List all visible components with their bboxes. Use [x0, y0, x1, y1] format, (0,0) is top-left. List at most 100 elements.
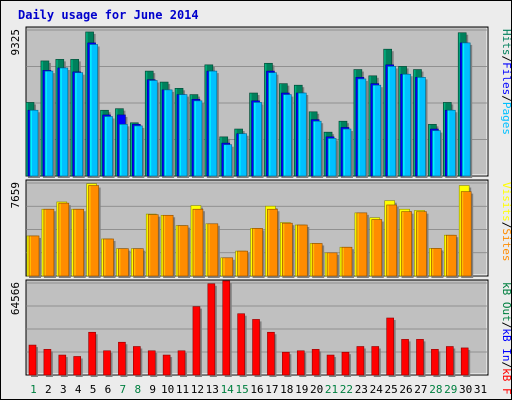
bar-pages-day-19 [297, 92, 309, 178]
bar-sites-day-25 [386, 204, 399, 278]
bar-files-day-14-highlight [222, 143, 224, 176]
bar-hits-day-15-highlight [235, 129, 237, 176]
bar-hits-day-16-highlight [250, 93, 252, 176]
bar-pages-day-9-face [148, 80, 158, 177]
legend-entry: / [500, 322, 512, 329]
day-label: 7 [120, 383, 127, 396]
bar-kb-f-day-23 [356, 346, 366, 377]
bar-kb-f-day-30-face [460, 347, 469, 376]
bar-pages-day-28 [432, 130, 443, 178]
bar-kb-f-day-29 [445, 346, 456, 377]
bar-sites-day-16-highlight [253, 228, 255, 276]
bar-kb-f-day-26-face [401, 339, 409, 376]
day-label: 9 [149, 383, 156, 396]
bar-pages-day-10-face [163, 89, 173, 177]
bar-kb-f-day-29-highlight [446, 347, 449, 375]
bar-pages-day-20 [312, 120, 324, 178]
bar-pages-day-19-face [297, 92, 307, 177]
bar-pages-day-30-highlight [462, 43, 465, 176]
bar-hits-day-4-highlight [71, 59, 73, 176]
bar-pages-day-28-face [432, 130, 441, 177]
bar-sites-day-22 [341, 246, 354, 278]
legend-entry: Visits [500, 182, 512, 222]
bar-pages-day-25 [387, 66, 398, 178]
bar-pages-day-18-highlight [283, 95, 286, 176]
bar-pages-day-30-face [461, 42, 471, 177]
bar-sites-day-22-highlight [342, 247, 344, 276]
bar-sites-day-17 [267, 208, 280, 278]
bar-visits-day-25-highlight [385, 201, 387, 276]
legend-entry: Files [500, 62, 512, 95]
bar-kb-f-day-10 [162, 354, 173, 377]
bar-sites-day-8 [133, 248, 146, 278]
bar-pages-day-23-face [357, 78, 367, 177]
bar-pages-day-15 [238, 133, 249, 178]
bar-sites-day-20-highlight [312, 243, 315, 276]
bar-sites-day-26 [401, 211, 414, 278]
bar-kb-f-day-26 [401, 339, 411, 377]
bar-kb-f-day-27-face [416, 339, 424, 376]
bar-sites-day-2 [43, 208, 56, 278]
bar-pages-day-16 [253, 102, 264, 178]
bar-pages-day-26 [402, 73, 413, 178]
bar-kb-f-day-2-highlight [44, 349, 46, 375]
bar-pages-day-2-highlight [45, 71, 47, 176]
bar-sites-day-18 [282, 222, 295, 278]
bar-pages-day-10 [163, 89, 175, 178]
bar-kb-f-day-3-highlight [59, 355, 61, 375]
bar-pages-day-26-highlight [403, 74, 405, 176]
bar-kb-f-day-21-highlight [327, 355, 330, 375]
bar-visits-day-26-highlight [400, 209, 402, 276]
bar-sites-day-10-face [162, 214, 174, 277]
bar-pages-day-8-highlight [134, 126, 137, 176]
bar-pages-day-16-highlight [254, 102, 256, 176]
day-label: 15 [235, 383, 248, 396]
bar-visits-day-1-highlight [27, 236, 29, 276]
bar-pages-day-12 [193, 100, 204, 178]
bar-sites-day-11 [177, 225, 191, 278]
bar-visits-day-17-highlight [265, 206, 268, 276]
bar-pages-day-28-highlight [432, 131, 435, 176]
panel-visits-sites: 7659 Visits/Sites [9, 179, 512, 278]
bar-pages-day-7-face [119, 124, 128, 177]
bar-visits-day-9-highlight [146, 214, 149, 276]
bar-kb-f-day-25-face [386, 317, 394, 376]
bar-visits-day-3-highlight [57, 202, 59, 276]
day-label: 3 [60, 383, 67, 396]
bar-pages-day-13-highlight [209, 71, 211, 176]
bar-kb-f-day-22-highlight [342, 352, 344, 375]
day-label: 21 [325, 383, 338, 396]
bar-pages-day-22 [342, 128, 353, 178]
bar-kb-f-day-14-highlight [223, 281, 225, 375]
bar-pages-day-14 [223, 144, 234, 178]
bar-kb-f-day-20-face [311, 349, 320, 376]
bar-files-day-29-highlight [445, 110, 448, 176]
bar-pages-day-26-face [402, 73, 411, 177]
day-label: 31 [474, 383, 487, 396]
bar-files-day-10-highlight [162, 90, 165, 176]
bar-kb-f-day-25-highlight [387, 318, 389, 375]
bar-hits-day-26-highlight [399, 66, 401, 176]
bar-hits-day-22-highlight [339, 121, 341, 176]
day-labels: 1 2 3 4 5 6 7 8 9 10 11 12 13 14 15 16 17 18 19 20 21 22 23 24 2… [30, 383, 487, 396]
bar-kb-f-day-14 [222, 280, 232, 377]
bar-pages-day-18-face [283, 94, 292, 177]
bar-pages-day-11 [178, 94, 190, 178]
day-label: 5 [90, 383, 97, 396]
bar-pages-day-19-highlight [298, 93, 301, 176]
bar-hits-day-30-highlight [458, 33, 461, 176]
bar-pages-day-17-highlight [268, 73, 271, 176]
bar-sites-day-12 [192, 208, 205, 278]
bar-kb-f-day-15 [237, 313, 247, 377]
bar-visits-day-4-highlight [72, 209, 74, 276]
bar-kb-f-day-16-face [252, 319, 260, 376]
bar-pages-day-9 [148, 80, 160, 178]
bar-pages-day-30 [461, 42, 473, 179]
bar-hits-day-27-highlight [413, 70, 416, 176]
bar-sites-day-6-highlight [104, 239, 106, 276]
bar-pages-day-4-highlight [75, 73, 77, 176]
bar-files-day-15-highlight [237, 134, 239, 176]
bar-sites-day-23-face [356, 212, 368, 277]
